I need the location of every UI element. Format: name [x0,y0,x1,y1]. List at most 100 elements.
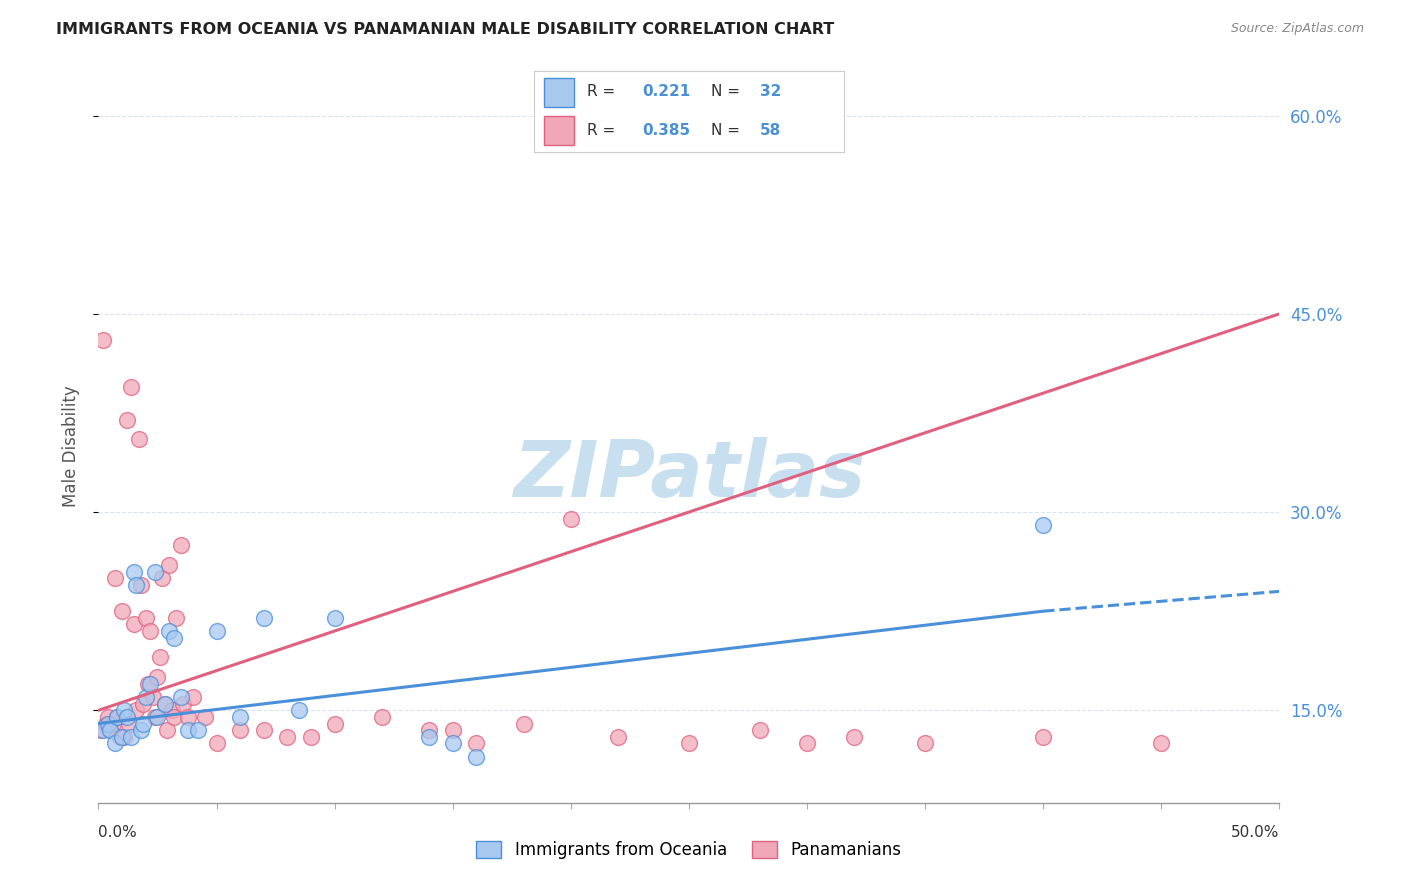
Point [163,631,186,645]
Point [465,749,488,764]
Text: R =: R = [586,123,620,138]
Point [187,723,209,738]
Point [748,723,770,738]
Point [98,723,121,738]
Point [163,710,186,724]
Point [288,703,311,717]
Text: 0.221: 0.221 [643,85,690,99]
Point [132,716,155,731]
Point [205,736,228,750]
Point [229,710,252,724]
Point [1032,730,1054,744]
Point [299,730,322,744]
Text: 0.0%: 0.0% [98,825,138,840]
Point [170,538,193,552]
Text: 32: 32 [761,85,782,99]
Text: ZIPatlas: ZIPatlas [513,436,865,513]
Point [112,730,135,744]
Point [441,723,464,738]
Point [172,697,194,711]
Point [170,690,193,704]
Point [98,723,121,738]
Point [122,617,145,632]
Point [108,730,131,744]
Point [121,730,143,744]
Point [844,730,866,744]
Point [418,730,440,744]
Point [418,723,440,738]
Point [135,611,157,625]
Point [111,730,134,744]
Text: IMMIGRANTS FROM OCEANIA VS PANAMANIAN MALE DISABILITY CORRELATION CHART: IMMIGRANTS FROM OCEANIA VS PANAMANIAN MA… [56,22,835,37]
Point [104,571,127,585]
Text: Source: ZipAtlas.com: Source: ZipAtlas.com [1230,22,1364,36]
Point [97,710,120,724]
Point [105,710,128,724]
Point [129,723,152,738]
Point [146,670,169,684]
Point [160,703,183,717]
Point [153,697,176,711]
Bar [544,78,575,107]
Point [1032,518,1054,533]
Point [143,565,166,579]
Point [135,690,157,704]
Point [181,690,204,704]
Text: N =: N = [710,123,744,138]
Point [105,710,128,724]
Bar [544,116,575,145]
Point [796,736,818,750]
Point [1150,736,1173,750]
Point [253,723,276,738]
Point [101,716,124,731]
Text: 58: 58 [761,123,782,138]
Point [512,716,534,731]
Legend: Immigrants from Oceania, Panamanians: Immigrants from Oceania, Panamanians [470,834,908,866]
Point [156,723,179,738]
Point [276,730,298,744]
Point [129,578,152,592]
Point [132,697,155,711]
Point [150,571,173,585]
Point [111,604,134,618]
Point [177,710,200,724]
Point [229,723,252,738]
Point [125,578,148,592]
Point [146,710,169,724]
Point [323,716,346,731]
Point [177,723,200,738]
Point [115,412,138,426]
Point [115,710,138,724]
Point [194,710,217,724]
Text: 0.385: 0.385 [643,123,690,138]
Point [607,730,630,744]
Point [914,736,936,750]
Point [371,710,394,724]
Point [441,736,464,750]
Point [560,511,582,525]
Point [118,716,141,731]
Point [157,558,180,572]
Text: 50.0%: 50.0% [1232,825,1279,840]
Point [143,710,166,724]
Point [157,624,180,638]
Point [91,333,114,347]
Point [97,716,120,731]
Point [142,690,165,704]
Point [139,624,162,638]
Point [122,565,145,579]
Point [253,611,276,625]
Point [128,433,150,447]
Point [323,611,346,625]
Point [678,736,700,750]
Point [104,736,127,750]
Y-axis label: Male Disability: Male Disability [62,385,80,507]
Point [149,650,172,665]
Text: N =: N = [710,85,744,99]
Point [94,716,117,731]
Point [121,379,143,393]
Point [112,703,135,717]
Point [139,677,162,691]
Point [91,723,114,738]
Point [465,736,488,750]
